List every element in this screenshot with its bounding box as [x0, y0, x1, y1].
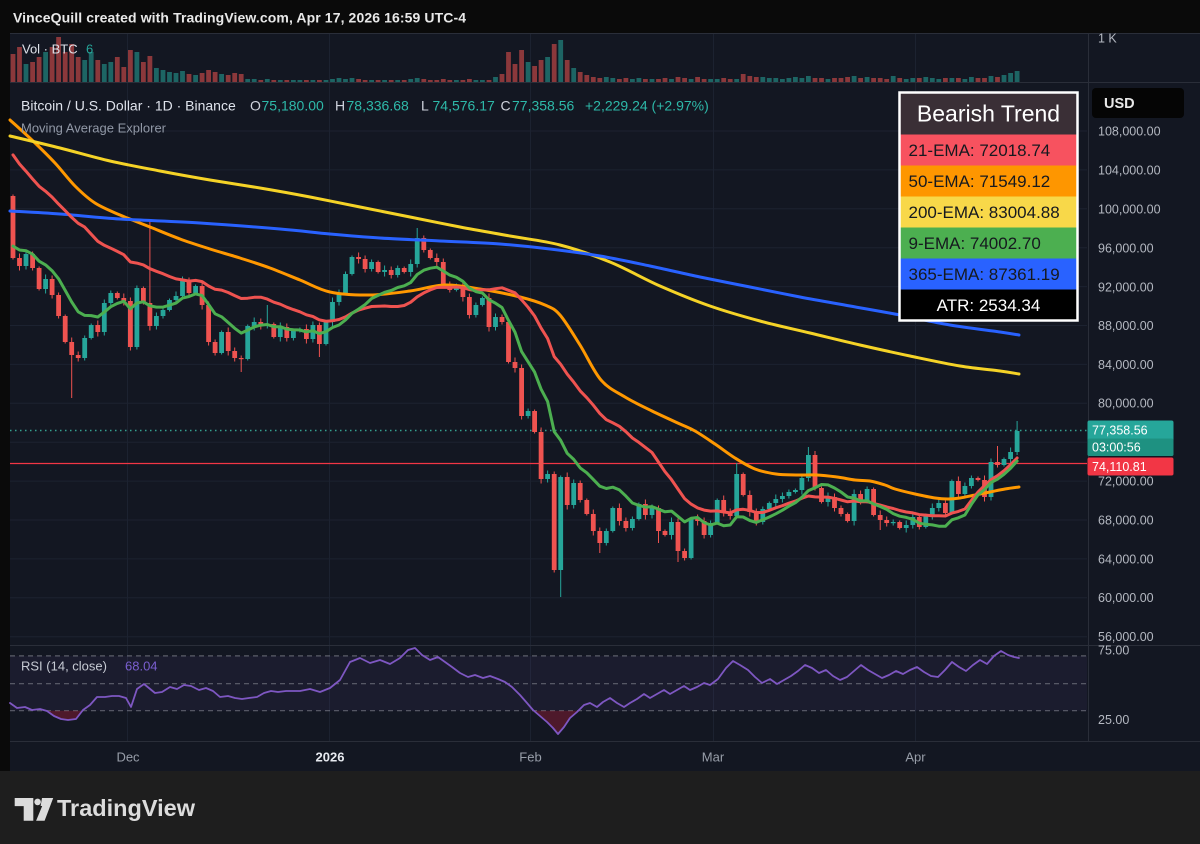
svg-text:Bearish Trend: Bearish Trend — [917, 101, 1060, 127]
svg-text:03:00:56: 03:00:56 — [1092, 441, 1141, 455]
svg-text:Apr: Apr — [905, 750, 926, 765]
svg-text:68.04: 68.04 — [125, 659, 158, 674]
svg-text:84,000.00: 84,000.00 — [1098, 358, 1154, 372]
svg-text:Bitcoin / U.S. Dollar · 1D · B: Bitcoin / U.S. Dollar · 1D · Binance — [21, 98, 236, 114]
svg-text:92,000.00: 92,000.00 — [1098, 281, 1154, 295]
svg-text:Moving Average Explorer: Moving Average Explorer — [21, 121, 167, 136]
svg-text:25.00: 25.00 — [1098, 713, 1129, 727]
svg-text:Feb: Feb — [519, 750, 541, 765]
svg-text:68,000.00: 68,000.00 — [1098, 514, 1154, 528]
svg-text:96,000.00: 96,000.00 — [1098, 242, 1154, 256]
svg-text:9-EMA: 74002.70: 9-EMA: 74002.70 — [909, 234, 1041, 253]
svg-text:365-EMA: 87361.19: 365-EMA: 87361.19 — [909, 265, 1060, 284]
svg-text:TradingView: TradingView — [57, 795, 196, 821]
svg-text:80,000.00: 80,000.00 — [1098, 397, 1154, 411]
svg-text:200-EMA: 83004.88: 200-EMA: 83004.88 — [909, 203, 1060, 222]
svg-text:77,358.56: 77,358.56 — [512, 98, 574, 114]
svg-text:108,000.00: 108,000.00 — [1098, 125, 1161, 139]
svg-text:O: O — [250, 98, 261, 114]
svg-text:RSI (14, close): RSI (14, close) — [21, 659, 107, 674]
svg-text:Vol · BTC: Vol · BTC — [22, 42, 78, 57]
svg-text:2026: 2026 — [316, 750, 345, 765]
svg-text:74,576.17: 74,576.17 — [433, 98, 495, 114]
svg-text:104,000.00: 104,000.00 — [1098, 164, 1161, 178]
svg-text:100,000.00: 100,000.00 — [1098, 203, 1161, 217]
svg-text:21-EMA: 72018.74: 21-EMA: 72018.74 — [909, 141, 1051, 160]
svg-text:77,358.56: 77,358.56 — [1092, 424, 1148, 438]
svg-text:ATR: 2534.34: ATR: 2534.34 — [937, 296, 1041, 315]
svg-text:64,000.00: 64,000.00 — [1098, 553, 1154, 567]
svg-text:+2,229.24 (+2.97%): +2,229.24 (+2.97%) — [585, 98, 709, 114]
svg-text:L: L — [421, 98, 429, 114]
svg-text:USD: USD — [1104, 96, 1135, 112]
svg-text:VinceQuill created with Tradin: VinceQuill created with TradingView.com,… — [13, 10, 466, 26]
svg-text:74,110.81: 74,110.81 — [1092, 460, 1147, 474]
svg-text:75.00: 75.00 — [1098, 644, 1129, 658]
svg-text:1 K: 1 K — [1098, 32, 1117, 46]
svg-text:Dec: Dec — [116, 750, 140, 765]
svg-text:60,000.00: 60,000.00 — [1098, 591, 1154, 605]
svg-text:C: C — [501, 98, 511, 114]
svg-text:78,336.68: 78,336.68 — [347, 98, 409, 114]
svg-text:H: H — [335, 98, 345, 114]
svg-text:56,000.00: 56,000.00 — [1098, 630, 1154, 644]
svg-text:72,000.00: 72,000.00 — [1098, 475, 1154, 489]
svg-text:75,180.00: 75,180.00 — [262, 98, 324, 114]
svg-text:50-EMA: 71549.12: 50-EMA: 71549.12 — [909, 172, 1051, 191]
svg-text:6: 6 — [86, 42, 93, 57]
svg-text:88,000.00: 88,000.00 — [1098, 319, 1154, 333]
svg-text:Mar: Mar — [702, 750, 725, 765]
